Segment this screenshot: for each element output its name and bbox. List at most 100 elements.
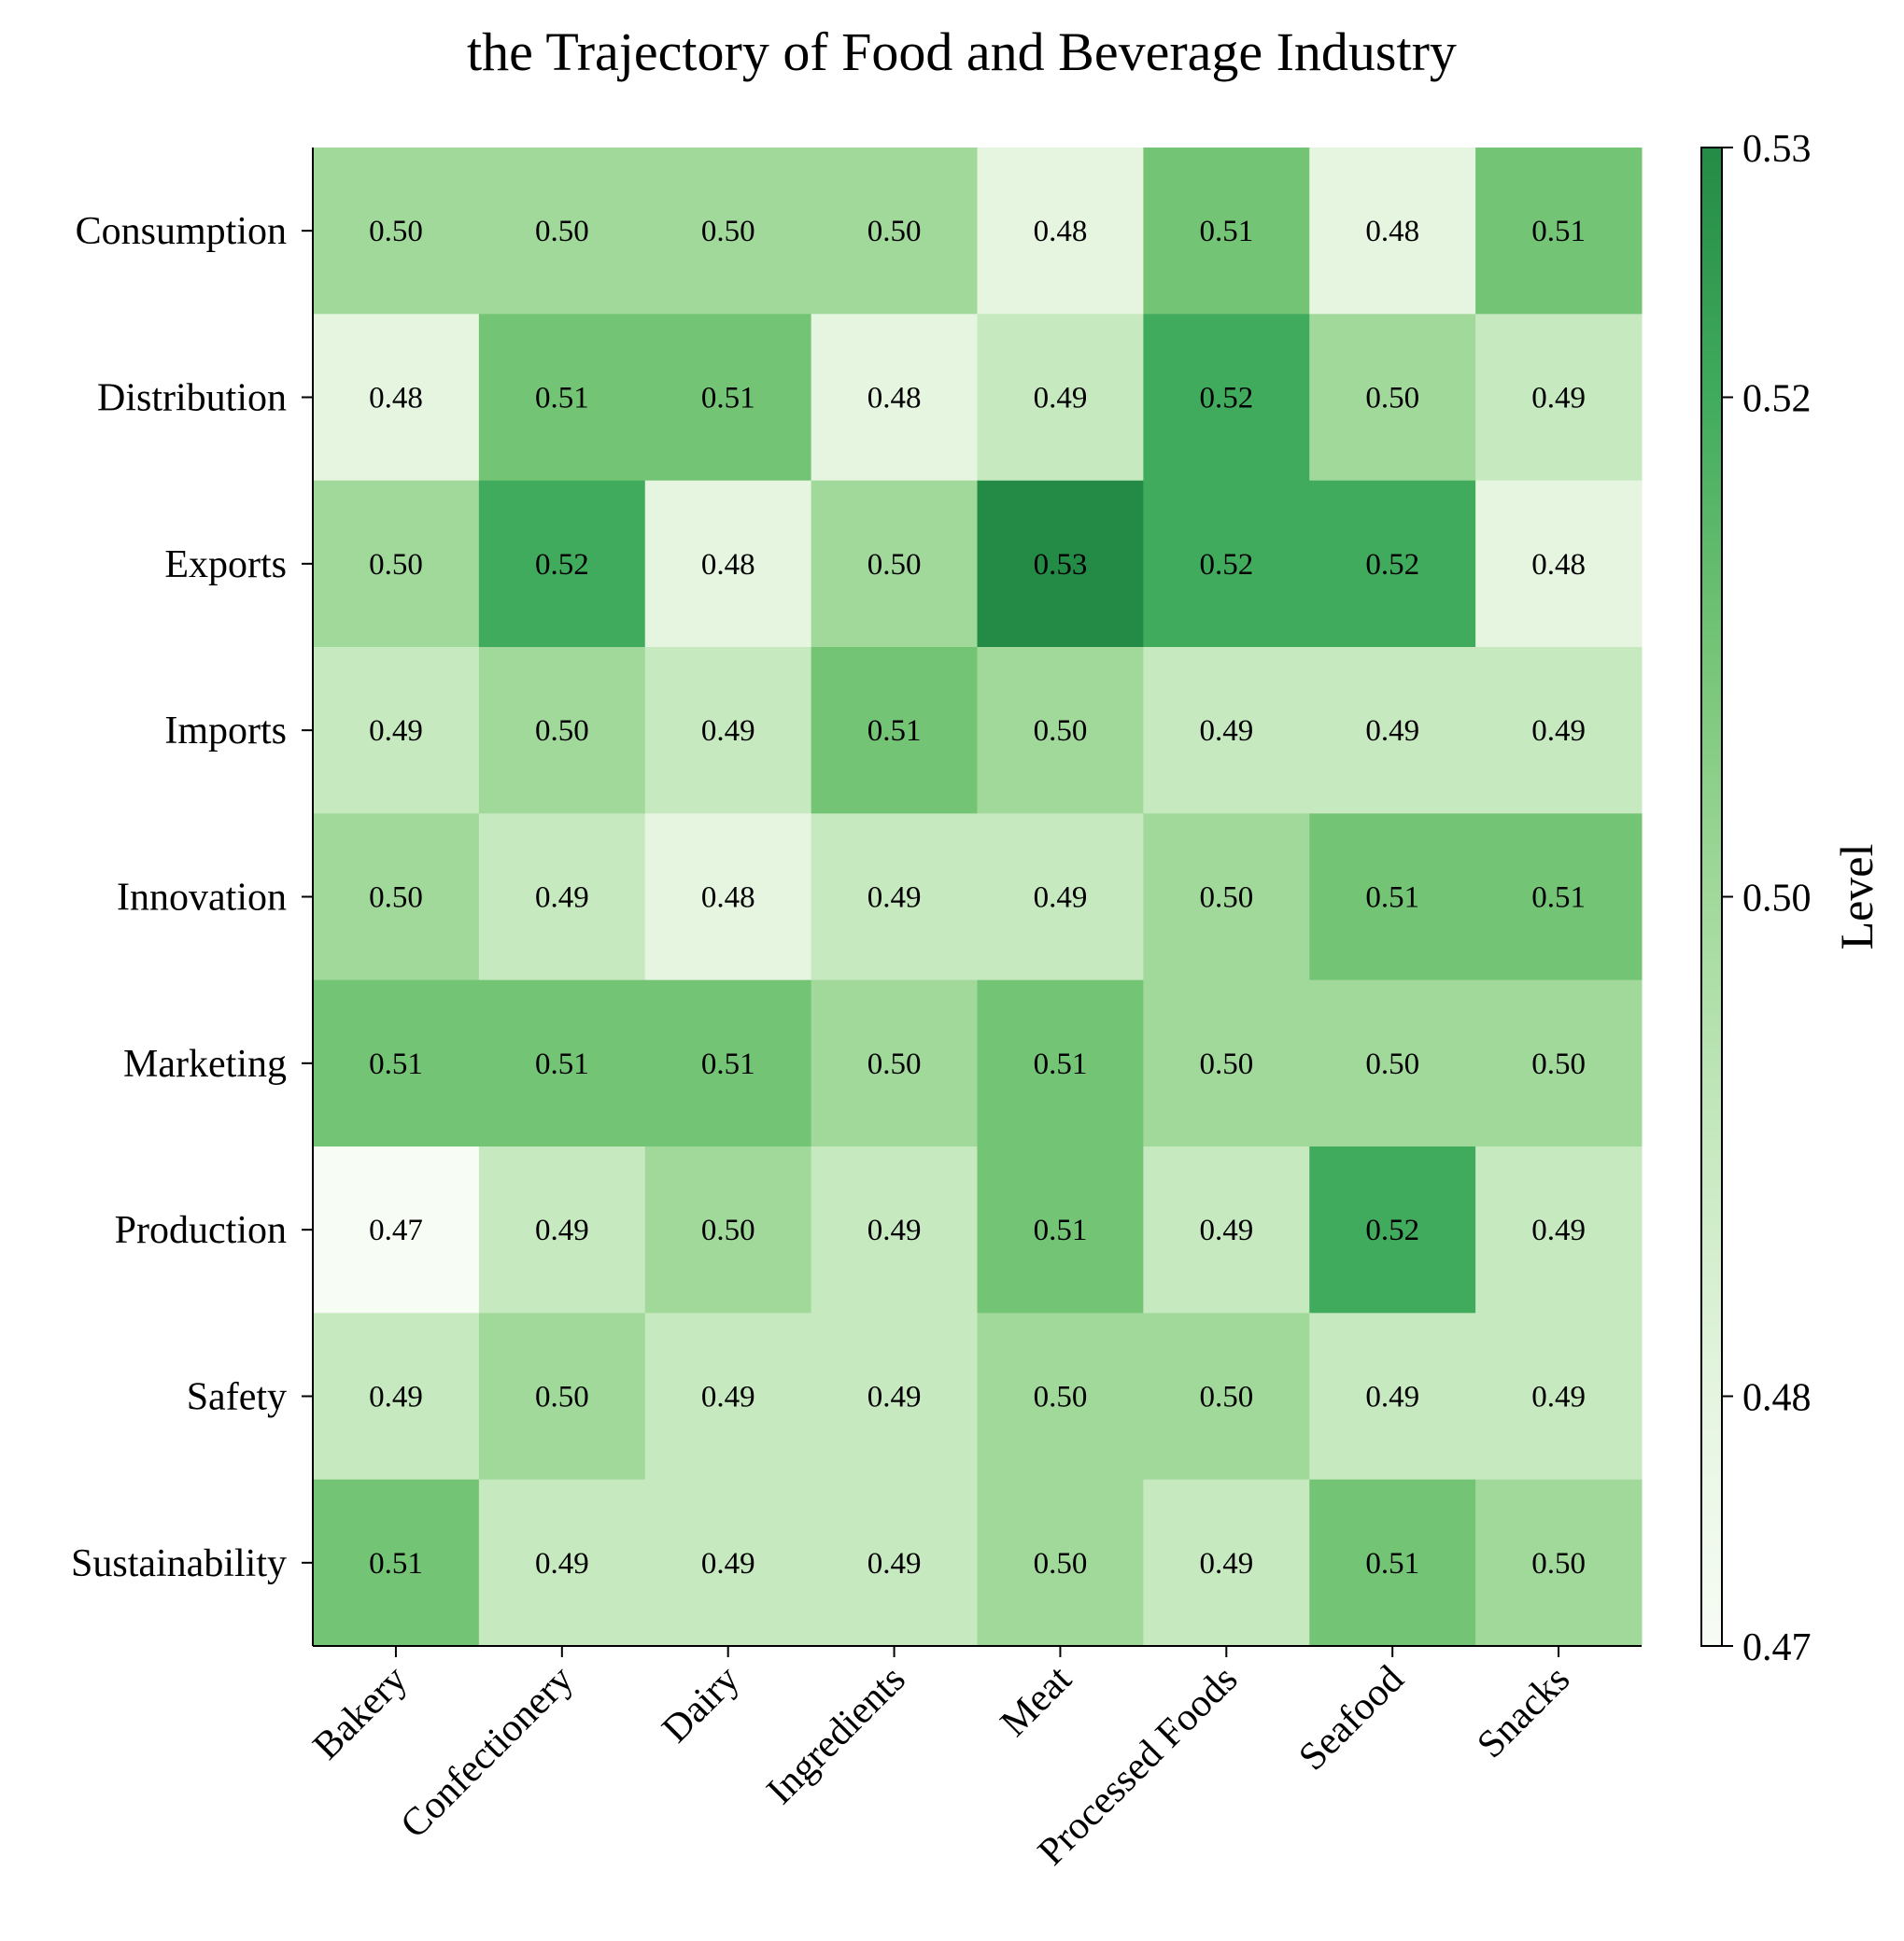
heatmap-cell — [478, 979, 646, 1147]
cell-value-label: 0.50 — [701, 1214, 755, 1247]
cell-value-label: 0.51 — [701, 1048, 755, 1081]
colorbar-tick-label: 0.52 — [1742, 378, 1812, 421]
cell-value-label: 0.49 — [369, 714, 423, 748]
heatmap-cell — [977, 1313, 1144, 1481]
cell-value-label: 0.51 — [867, 714, 922, 748]
y-tick-label: Marketing — [123, 1043, 287, 1086]
cell-value-label: 0.51 — [369, 1547, 423, 1581]
cell-value-label: 0.49 — [535, 1547, 589, 1581]
colorbar-tick-label: 0.50 — [1742, 878, 1812, 921]
heatmap-cell — [644, 647, 812, 814]
cell-value-label: 0.50 — [867, 1048, 922, 1081]
cell-value-label: 0.51 — [1365, 1547, 1419, 1581]
heatmap-cell — [977, 480, 1144, 648]
cell-value-label: 0.48 — [1531, 548, 1586, 582]
heatmap-cell — [977, 647, 1144, 814]
heatmap-cell — [977, 979, 1144, 1147]
heatmap-cell — [977, 314, 1144, 482]
cell-value-label: 0.49 — [1531, 714, 1586, 748]
x-tick-label: Ingredients — [758, 1658, 913, 1813]
heatmap-cell — [313, 480, 480, 648]
cell-value-label: 0.49 — [369, 1381, 423, 1414]
cell-value-label: 0.49 — [535, 881, 589, 915]
cell-value-label: 0.50 — [535, 1381, 589, 1414]
x-tick-label: Snacks — [1469, 1658, 1578, 1767]
y-tick-label: Safety — [187, 1376, 287, 1419]
heatmap-cell — [313, 813, 480, 981]
heatmap-cell — [1309, 1313, 1476, 1481]
heatmap-cell — [977, 813, 1144, 981]
heatmap-cell — [1143, 813, 1310, 981]
colorbar-gradient — [1700, 147, 1723, 1647]
cell-value-label: 0.50 — [867, 215, 922, 248]
cell-value-label: 0.50 — [1034, 1381, 1088, 1414]
heatmap-cell — [811, 979, 978, 1147]
cell-value-label: 0.50 — [369, 881, 423, 915]
y-tick-label: Consumption — [76, 210, 287, 253]
cell-value-label: 0.49 — [1531, 1214, 1586, 1247]
cell-value-label: 0.49 — [867, 1381, 922, 1414]
cell-value-label: 0.51 — [369, 1048, 423, 1081]
heatmap-cell — [1309, 979, 1476, 1147]
heatmap-cell — [1309, 1146, 1476, 1314]
heatmap-cell — [811, 813, 978, 981]
cell-value-label: 0.52 — [1365, 1214, 1419, 1247]
cell-value-label: 0.51 — [1531, 881, 1586, 915]
heatmap-cells — [313, 148, 1643, 1647]
cell-value-label: 0.51 — [1365, 881, 1419, 915]
heatmap-cell — [644, 480, 812, 648]
cell-value-label: 0.49 — [1531, 1381, 1586, 1414]
heatmap-cell — [478, 1479, 646, 1647]
cell-value-label: 0.50 — [1531, 1547, 1586, 1581]
x-tick-label: Confectionery — [392, 1658, 581, 1847]
heatmap-cell — [1309, 480, 1476, 648]
cell-value-label: 0.48 — [1034, 215, 1088, 248]
heatmap-cell — [811, 1479, 978, 1647]
heatmap-cell — [811, 1313, 978, 1481]
colorbar-label: Level — [1830, 844, 1883, 950]
heatmap-cell — [644, 1146, 812, 1314]
heatmap-cell — [478, 148, 646, 315]
heatmap-cell — [1143, 1479, 1310, 1647]
y-axis: Consumption Distribution Exports Imports Inn… — [71, 148, 314, 1646]
heatmap-cell — [644, 148, 812, 315]
cell-value-label: 0.51 — [535, 382, 589, 415]
cell-value-label: 0.50 — [1531, 1048, 1586, 1081]
heatmap-cell — [478, 480, 646, 648]
heatmap-cell — [478, 813, 646, 981]
heatmap-cell — [1475, 1313, 1643, 1481]
x-tick-label: Meat — [993, 1657, 1080, 1745]
x-tick-label: Dairy — [655, 1658, 748, 1751]
cell-value-label: 0.50 — [1199, 1048, 1253, 1081]
heatmap-cell — [1309, 647, 1476, 814]
heatmap-cell — [811, 314, 978, 482]
heatmap-cell — [1309, 314, 1476, 482]
cell-value-label: 0.50 — [535, 714, 589, 748]
cell-value-label: 0.49 — [1199, 1214, 1253, 1247]
y-tick-label: Imports — [164, 710, 287, 752]
heatmap-cell — [478, 647, 646, 814]
heatmap-cell — [313, 647, 480, 814]
heatmap-cell — [644, 1313, 812, 1481]
cell-value-label: 0.50 — [867, 548, 922, 582]
cell-value-label: 0.49 — [1199, 714, 1253, 748]
cell-value-label: 0.49 — [1365, 714, 1419, 748]
heatmap-cell — [1309, 148, 1476, 315]
cell-value-label: 0.48 — [867, 382, 922, 415]
cell-value-label: 0.53 — [1034, 548, 1088, 582]
heatmap-cell — [1143, 1146, 1310, 1314]
cell-value-label: 0.52 — [1365, 548, 1419, 582]
cell-value-label: 0.49 — [1034, 382, 1088, 415]
cell-value-label: 0.52 — [1199, 548, 1253, 582]
cell-value-label: 0.49 — [535, 1214, 589, 1247]
cell-value-label: 0.49 — [701, 714, 755, 748]
heatmap-cell — [811, 647, 978, 814]
cell-value-label: 0.50 — [369, 215, 423, 248]
colorbar-tick-label: 0.53 — [1742, 128, 1812, 171]
heatmap-cell — [811, 480, 978, 648]
heatmap-cell — [313, 148, 480, 315]
heatmap-cell — [977, 148, 1144, 315]
heatmap-cell — [977, 1146, 1144, 1314]
